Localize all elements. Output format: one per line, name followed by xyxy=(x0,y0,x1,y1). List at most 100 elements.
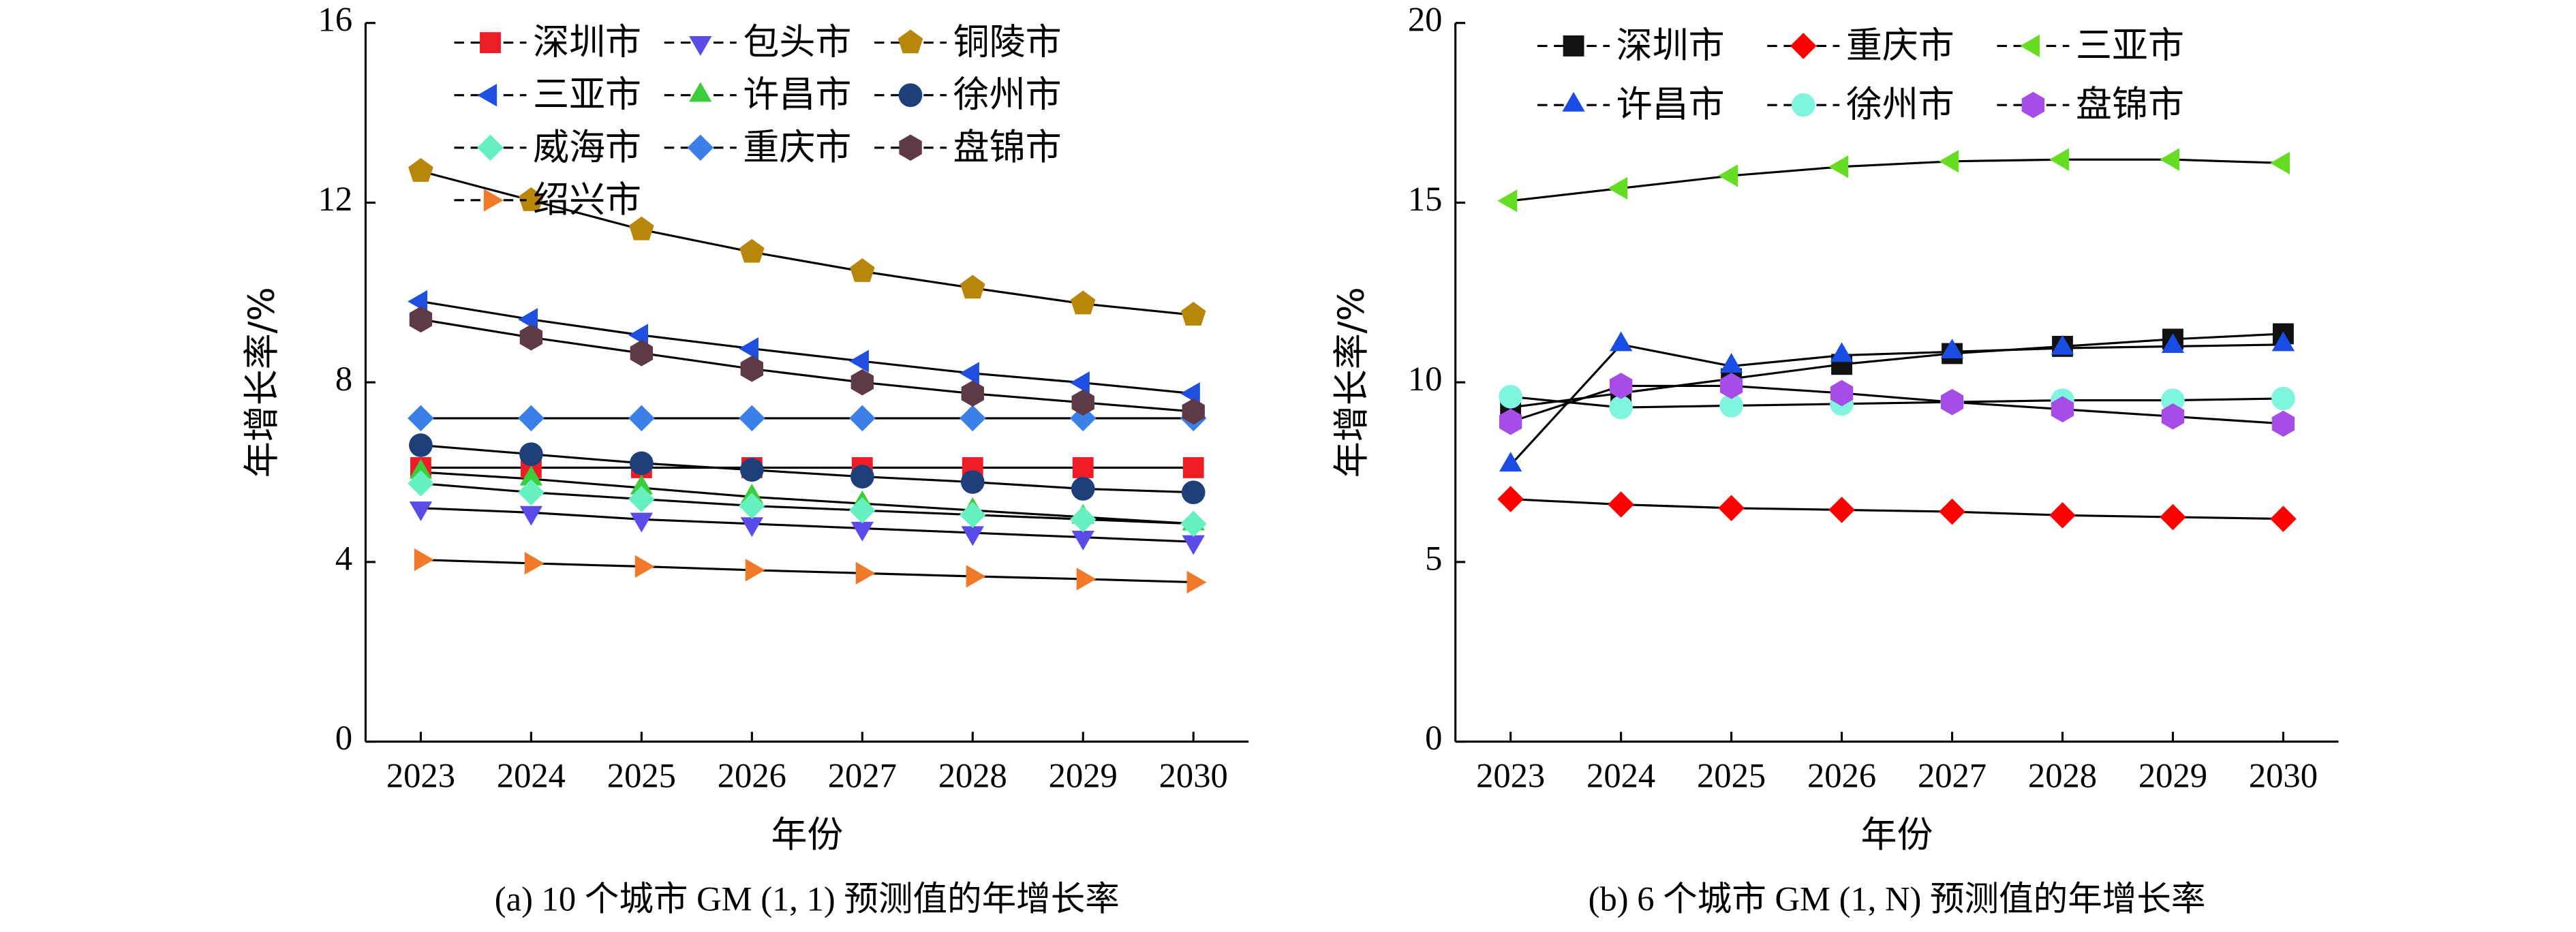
data-point xyxy=(628,486,655,512)
y-tick-label: 8 xyxy=(335,360,352,398)
series-line xyxy=(420,559,1194,584)
y-tick-label: 16 xyxy=(318,0,353,38)
data-point xyxy=(739,238,765,263)
x-tick-label: 2026 xyxy=(718,757,786,795)
data-point xyxy=(2160,503,2186,531)
legend-label: 重庆市 xyxy=(1846,25,1954,66)
x-tick-label: 2028 xyxy=(2028,757,2097,795)
x-tick-label: 2025 xyxy=(607,757,676,795)
data-point xyxy=(1609,373,1633,399)
y-tick-label: 0 xyxy=(335,719,352,757)
data-point xyxy=(2160,148,2180,171)
data-point xyxy=(1497,189,1518,213)
data-point xyxy=(518,479,545,506)
legend-label: 盘锦市 xyxy=(953,127,1062,168)
legend-label: 重庆市 xyxy=(743,127,851,168)
x-tick-label: 2026 xyxy=(1807,757,1876,795)
legend-label: 许昌市 xyxy=(743,74,851,116)
y-tick-label: 12 xyxy=(318,180,353,218)
legend-marker xyxy=(898,83,923,108)
data-point xyxy=(739,405,765,432)
series-line xyxy=(420,444,1194,494)
data-point xyxy=(1719,353,1743,373)
data-point xyxy=(849,350,869,373)
legend-marker xyxy=(1562,91,1585,112)
series-line xyxy=(420,170,1194,316)
data-point xyxy=(1609,395,1633,420)
x-tick-label: 2025 xyxy=(1697,757,1766,795)
data-point xyxy=(966,565,986,588)
data-point xyxy=(1072,457,1094,478)
x-tick-label: 2028 xyxy=(938,757,1007,795)
series-line xyxy=(1509,343,2284,466)
legend-marker xyxy=(483,189,504,212)
y-tick-label: 20 xyxy=(1408,0,1443,38)
legend-marker xyxy=(899,134,922,161)
data-point xyxy=(630,474,654,495)
y-tick-label: 5 xyxy=(1425,540,1442,578)
legend-marker xyxy=(689,35,712,56)
caption: (b) 6 个城市 GM (1, N) 预测值的年增长率 xyxy=(1589,880,2206,918)
x-tick-label: 2023 xyxy=(386,757,455,795)
series-line xyxy=(420,507,1194,543)
legend-marker xyxy=(477,134,504,161)
series-line xyxy=(1510,158,2284,202)
data-point xyxy=(1499,452,1522,472)
data-point xyxy=(1830,379,1854,407)
data-point xyxy=(2271,331,2295,352)
data-point xyxy=(2049,502,2076,529)
data-point xyxy=(745,559,765,582)
data-point xyxy=(1608,176,1628,200)
data-point xyxy=(519,442,543,466)
data-point xyxy=(2271,386,2295,411)
data-point xyxy=(1181,480,1206,505)
x-tick-label: 2030 xyxy=(2249,757,2318,795)
data-point xyxy=(1182,535,1205,555)
legend-marker xyxy=(477,83,497,107)
data-point xyxy=(1180,382,1200,405)
legend-label: 铜陵市 xyxy=(953,22,1062,63)
data-point xyxy=(961,380,984,407)
data-point xyxy=(2161,403,2185,430)
data-point xyxy=(1940,388,1964,416)
x-tick-label: 2027 xyxy=(1918,757,1987,795)
data-point xyxy=(849,405,876,432)
series-line xyxy=(420,300,1194,395)
legend-marker xyxy=(898,29,923,54)
x-axis-label: 年份 xyxy=(1861,814,1933,856)
legend-marker xyxy=(2021,91,2045,119)
data-point xyxy=(409,433,433,457)
data-point xyxy=(1499,384,1522,409)
data-point xyxy=(1180,510,1207,538)
data-point xyxy=(1609,331,1633,352)
data-point xyxy=(1180,302,1206,326)
data-point xyxy=(408,405,434,432)
data-point xyxy=(739,458,764,482)
x-tick-label: 2030 xyxy=(1159,757,1228,795)
data-point xyxy=(1718,164,1738,187)
y-axis-label: 年增长率/% xyxy=(1331,287,1373,478)
legend-marker xyxy=(1790,33,1817,59)
data-point xyxy=(524,552,545,575)
data-point xyxy=(630,340,654,367)
data-point xyxy=(1939,498,1965,525)
data-point xyxy=(519,465,543,486)
series-line xyxy=(1510,384,2284,425)
x-tick-label: 2029 xyxy=(2138,757,2207,795)
series-line xyxy=(420,482,1194,525)
data-point xyxy=(409,459,433,479)
x-tick-label: 2024 xyxy=(1586,757,1655,795)
data-point xyxy=(1497,486,1524,512)
data-point xyxy=(850,465,874,488)
x-tick-label: 2027 xyxy=(828,757,897,795)
series-line xyxy=(420,318,1194,413)
data-point xyxy=(409,501,433,522)
legend-label: 三亚市 xyxy=(533,74,641,116)
data-point xyxy=(740,517,764,538)
data-point xyxy=(1071,389,1094,416)
data-point xyxy=(519,506,543,526)
data-point xyxy=(740,356,764,382)
data-point xyxy=(1070,290,1096,315)
